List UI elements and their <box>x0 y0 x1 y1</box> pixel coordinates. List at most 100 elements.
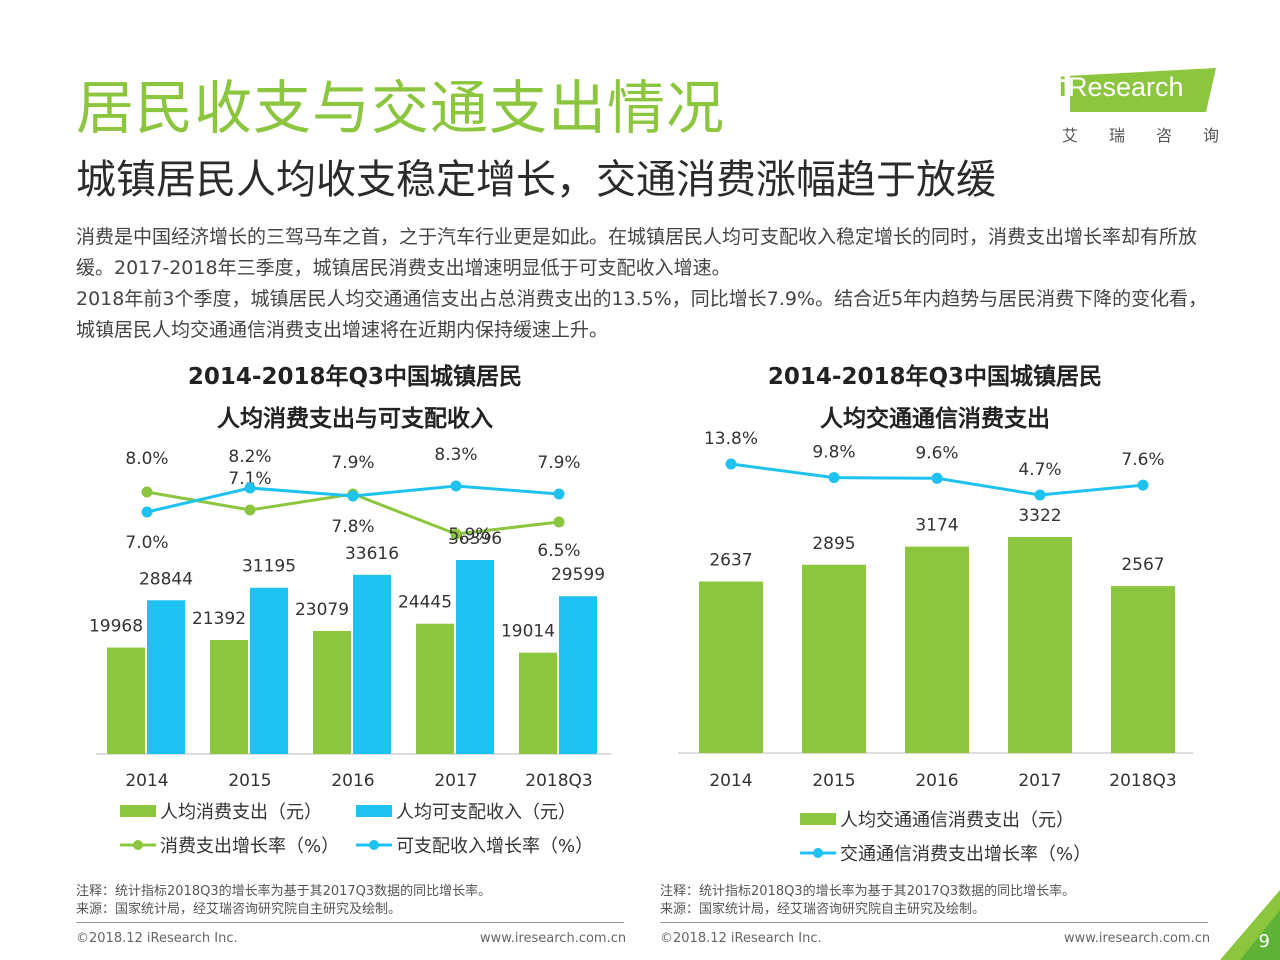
legend-swatch-bar <box>800 813 836 825</box>
bar-consumption-2015 <box>210 639 248 754</box>
growth-label-income-2016: 7.8% <box>331 517 374 537</box>
growth-label-consumption-2015: 7.1% <box>228 469 271 489</box>
x-tick-2014: 2014 <box>709 771 752 791</box>
legend-swatch-0 <box>120 805 156 817</box>
data-label-consumption-2014: 19968 <box>89 617 143 637</box>
marker-transport-growth-2015 <box>828 472 840 484</box>
marker-consumption-growth-2015 <box>244 504 256 516</box>
chart2-transport-spending: 2637 2014 2895 2015 3174 2016 3322 2017 2567 2018… <box>678 429 1193 865</box>
data-label-consumption-2017: 24445 <box>398 593 452 613</box>
x-tick-2018Q3: 2018Q3 <box>525 771 592 791</box>
bar-consumption-2018Q3 <box>519 652 557 754</box>
growth-label-income-2017: 8.3% <box>434 445 477 465</box>
marker-transport-growth-2017 <box>1034 489 1046 501</box>
marker-income-growth-2017 <box>450 480 462 492</box>
x-tick-2014: 2014 <box>125 771 168 791</box>
chart1-source: 来源：国家统计局，经艾瑞咨询研究院自主研究及绘制。 <box>76 902 402 917</box>
legend-label-bar: 人均交通通信消费支出（元） <box>840 810 1074 831</box>
data-label-consumption-2018Q3: 19014 <box>501 622 555 642</box>
marker-consumption-growth-2017 <box>450 528 462 540</box>
growth-label-consumption-2016: 7.9% <box>331 453 374 473</box>
logo-wordmark: Research <box>1068 72 1184 102</box>
marker-consumption-growth-2014 <box>141 486 153 498</box>
bar-income-2018Q3 <box>559 596 597 754</box>
intro-paragraph-1: 消费是中国经济增长的三驾马车之首，之于汽车行业更是如此。在城镇居民人均可支配收入… <box>76 226 1198 279</box>
bar-consumption-2016 <box>313 630 351 754</box>
chart2-title-line1: 2014-2018年Q3中国城镇居民 <box>767 364 1103 390</box>
bar-transport-2018Q3 <box>1111 586 1175 753</box>
legend-marker-line <box>813 848 823 858</box>
data-label-consumption-2016: 23079 <box>295 600 349 620</box>
x-tick-2017: 2017 <box>434 771 477 791</box>
legend-swatch-1 <box>356 805 392 817</box>
growth-label-transport-2018Q3: 7.6% <box>1121 450 1164 470</box>
data-label-income-2018Q3: 29599 <box>551 565 605 585</box>
page-number: 9 <box>1258 931 1270 952</box>
x-tick-2018Q3: 2018Q3 <box>1109 771 1176 791</box>
bar-consumption-2017 <box>416 623 454 754</box>
legend-label-1: 人均可支配收入（元） <box>396 802 576 823</box>
marker-income-growth-2015 <box>244 482 256 494</box>
chart1-title-line2: 人均消费支出与可支配收入 <box>217 406 493 432</box>
chart2-title-line2: 人均交通通信消费支出 <box>820 406 1050 432</box>
page-corner-decoration <box>1220 890 1280 960</box>
data-label-transport-2017: 3322 <box>1018 506 1061 526</box>
chart1-consumption-income: 19968 28844 2014 21392 31195 2015 23079 33616 20… <box>89 445 611 857</box>
footer-url-right: www.iresearch.com.cn <box>1064 931 1211 946</box>
footer-divider-left <box>76 922 624 923</box>
chart1-title-line1: 2014-2018年Q3中国城镇居民 <box>187 364 523 390</box>
legend-label-3: 可支配收入增长率（%） <box>396 836 593 857</box>
marker-income-growth-2014 <box>141 506 153 518</box>
legend-label-line: 交通通信消费支出增长率（%） <box>840 844 1091 865</box>
bar-consumption-2014 <box>107 647 145 754</box>
chart2-note: 注释：统计指标2018Q3的增长率为基于其2017Q3数据的同比增长率。 <box>660 884 1076 899</box>
bar-income-2015 <box>250 587 288 754</box>
bar-transport-2016 <box>905 546 969 753</box>
legend-label-2: 消费支出增长率（%） <box>160 836 339 857</box>
bar-income-2014 <box>147 600 185 754</box>
iresearch-logo: i Research 艾瑞咨询 <box>1056 66 1222 150</box>
bar-income-2017 <box>456 560 494 754</box>
growth-label-income-2014: 7.0% <box>125 533 168 553</box>
data-label-transport-2018Q3: 2567 <box>1121 555 1164 575</box>
data-label-income-2014: 28844 <box>139 569 193 589</box>
footer-copyright-left: ©2018.12 iResearch Inc. <box>76 931 238 946</box>
data-label-consumption-2015: 21392 <box>192 609 246 629</box>
marker-income-growth-2016 <box>347 490 359 502</box>
marker-consumption-growth-2018Q3 <box>553 516 565 528</box>
data-label-transport-2016: 3174 <box>915 516 958 536</box>
growth-label-transport-2014: 13.8% <box>704 429 758 449</box>
chart1-note: 注释：统计指标2018Q3的增长率为基于其2017Q3数据的同比增长率。 <box>76 884 492 899</box>
bar-transport-2015 <box>802 564 866 753</box>
growth-label-consumption-2014: 8.0% <box>125 449 168 469</box>
growth-label-consumption-2017: 5.9% <box>448 525 491 545</box>
data-label-transport-2014: 2637 <box>709 551 752 571</box>
x-tick-2015: 2015 <box>228 771 271 791</box>
chart2-source: 来源：国家统计局，经艾瑞咨询研究院自主研究及绘制。 <box>660 902 986 917</box>
marker-transport-growth-2014 <box>725 458 737 470</box>
legend-label-0: 人均消费支出（元） <box>160 802 322 823</box>
bar-transport-2017 <box>1008 537 1072 753</box>
footer-divider-right <box>660 922 1208 923</box>
growth-label-transport-2015: 9.8% <box>812 443 855 463</box>
bar-income-2016 <box>353 574 391 754</box>
logo-banner-shape <box>1056 68 1216 112</box>
data-label-income-2016: 33616 <box>345 544 399 564</box>
x-tick-2015: 2015 <box>812 771 855 791</box>
growth-label-income-2015: 8.2% <box>228 447 271 467</box>
marker-transport-growth-2018Q3 <box>1137 479 1149 491</box>
growth-label-consumption-2018Q3: 6.5% <box>537 541 580 561</box>
bar-transport-2014 <box>699 581 763 753</box>
data-label-income-2015: 31195 <box>242 557 296 577</box>
x-tick-2016: 2016 <box>331 771 374 791</box>
x-tick-2016: 2016 <box>915 771 958 791</box>
legend-marker-2 <box>133 840 143 850</box>
marker-transport-growth-2016 <box>931 472 943 484</box>
footer-url-left: www.iresearch.com.cn <box>480 931 627 946</box>
legend-marker-3 <box>369 840 379 850</box>
data-label-transport-2015: 2895 <box>812 534 855 554</box>
logo-subtitle: 艾瑞咨询 <box>1062 126 1251 145</box>
growth-label-transport-2016: 9.6% <box>915 443 958 463</box>
x-tick-2017: 2017 <box>1018 771 1061 791</box>
page-title: 居民收支与交通支出情况 <box>76 74 726 142</box>
